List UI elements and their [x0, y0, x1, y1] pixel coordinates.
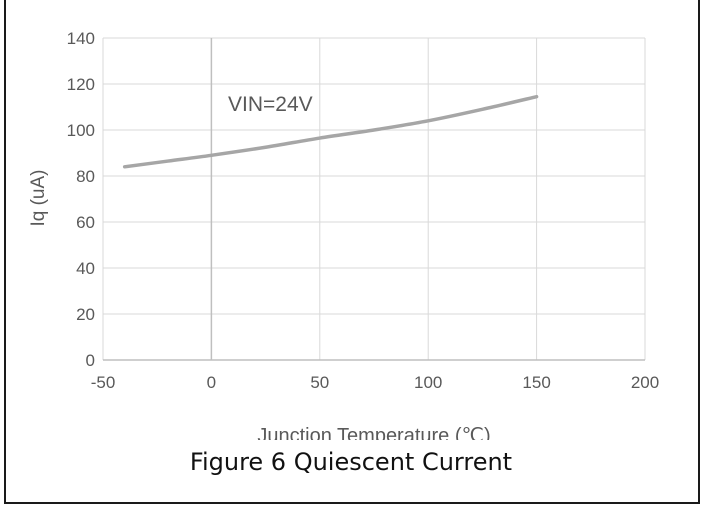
x-tick-label: -50 [91, 373, 116, 392]
y-tick-label: 0 [86, 351, 95, 370]
x-tick-label: 100 [414, 373, 442, 392]
annotation-label: VIN=24V [228, 93, 313, 116]
y-tick-labels: 0 20 40 60 80 100 120 140 [67, 29, 95, 370]
x-tick-labels: -50 0 50 100 150 200 [91, 373, 659, 392]
series [122, 94, 539, 169]
y-tick-label: 40 [76, 259, 95, 278]
y-tick-label: 80 [76, 167, 95, 186]
grid [102, 37, 646, 361]
y-tick-label: 140 [67, 29, 95, 48]
x-tick-label: 50 [310, 373, 329, 392]
figure-caption: Figure 6 Quiescent Current [189, 448, 513, 476]
y-tick-label: 100 [67, 121, 95, 140]
x-tick-label: 0 [207, 373, 216, 392]
y-tick-label: 20 [76, 305, 95, 324]
figure-frame [4, 0, 700, 504]
quiescent-current-chart: 0 20 40 60 80 100 120 140 -50 0 50 100 150 200 VIN=2… [28, 29, 659, 440]
x-axis-label: Junction Temperature (℃) [257, 425, 490, 440]
y-tick-label: 120 [67, 75, 95, 94]
series-line [122, 94, 539, 169]
x-tick-label: 200 [631, 373, 659, 392]
x-tick-label: 150 [522, 373, 550, 392]
y-axis-label: Iq (uA) [28, 169, 49, 226]
y-tick-label: 60 [76, 213, 95, 232]
